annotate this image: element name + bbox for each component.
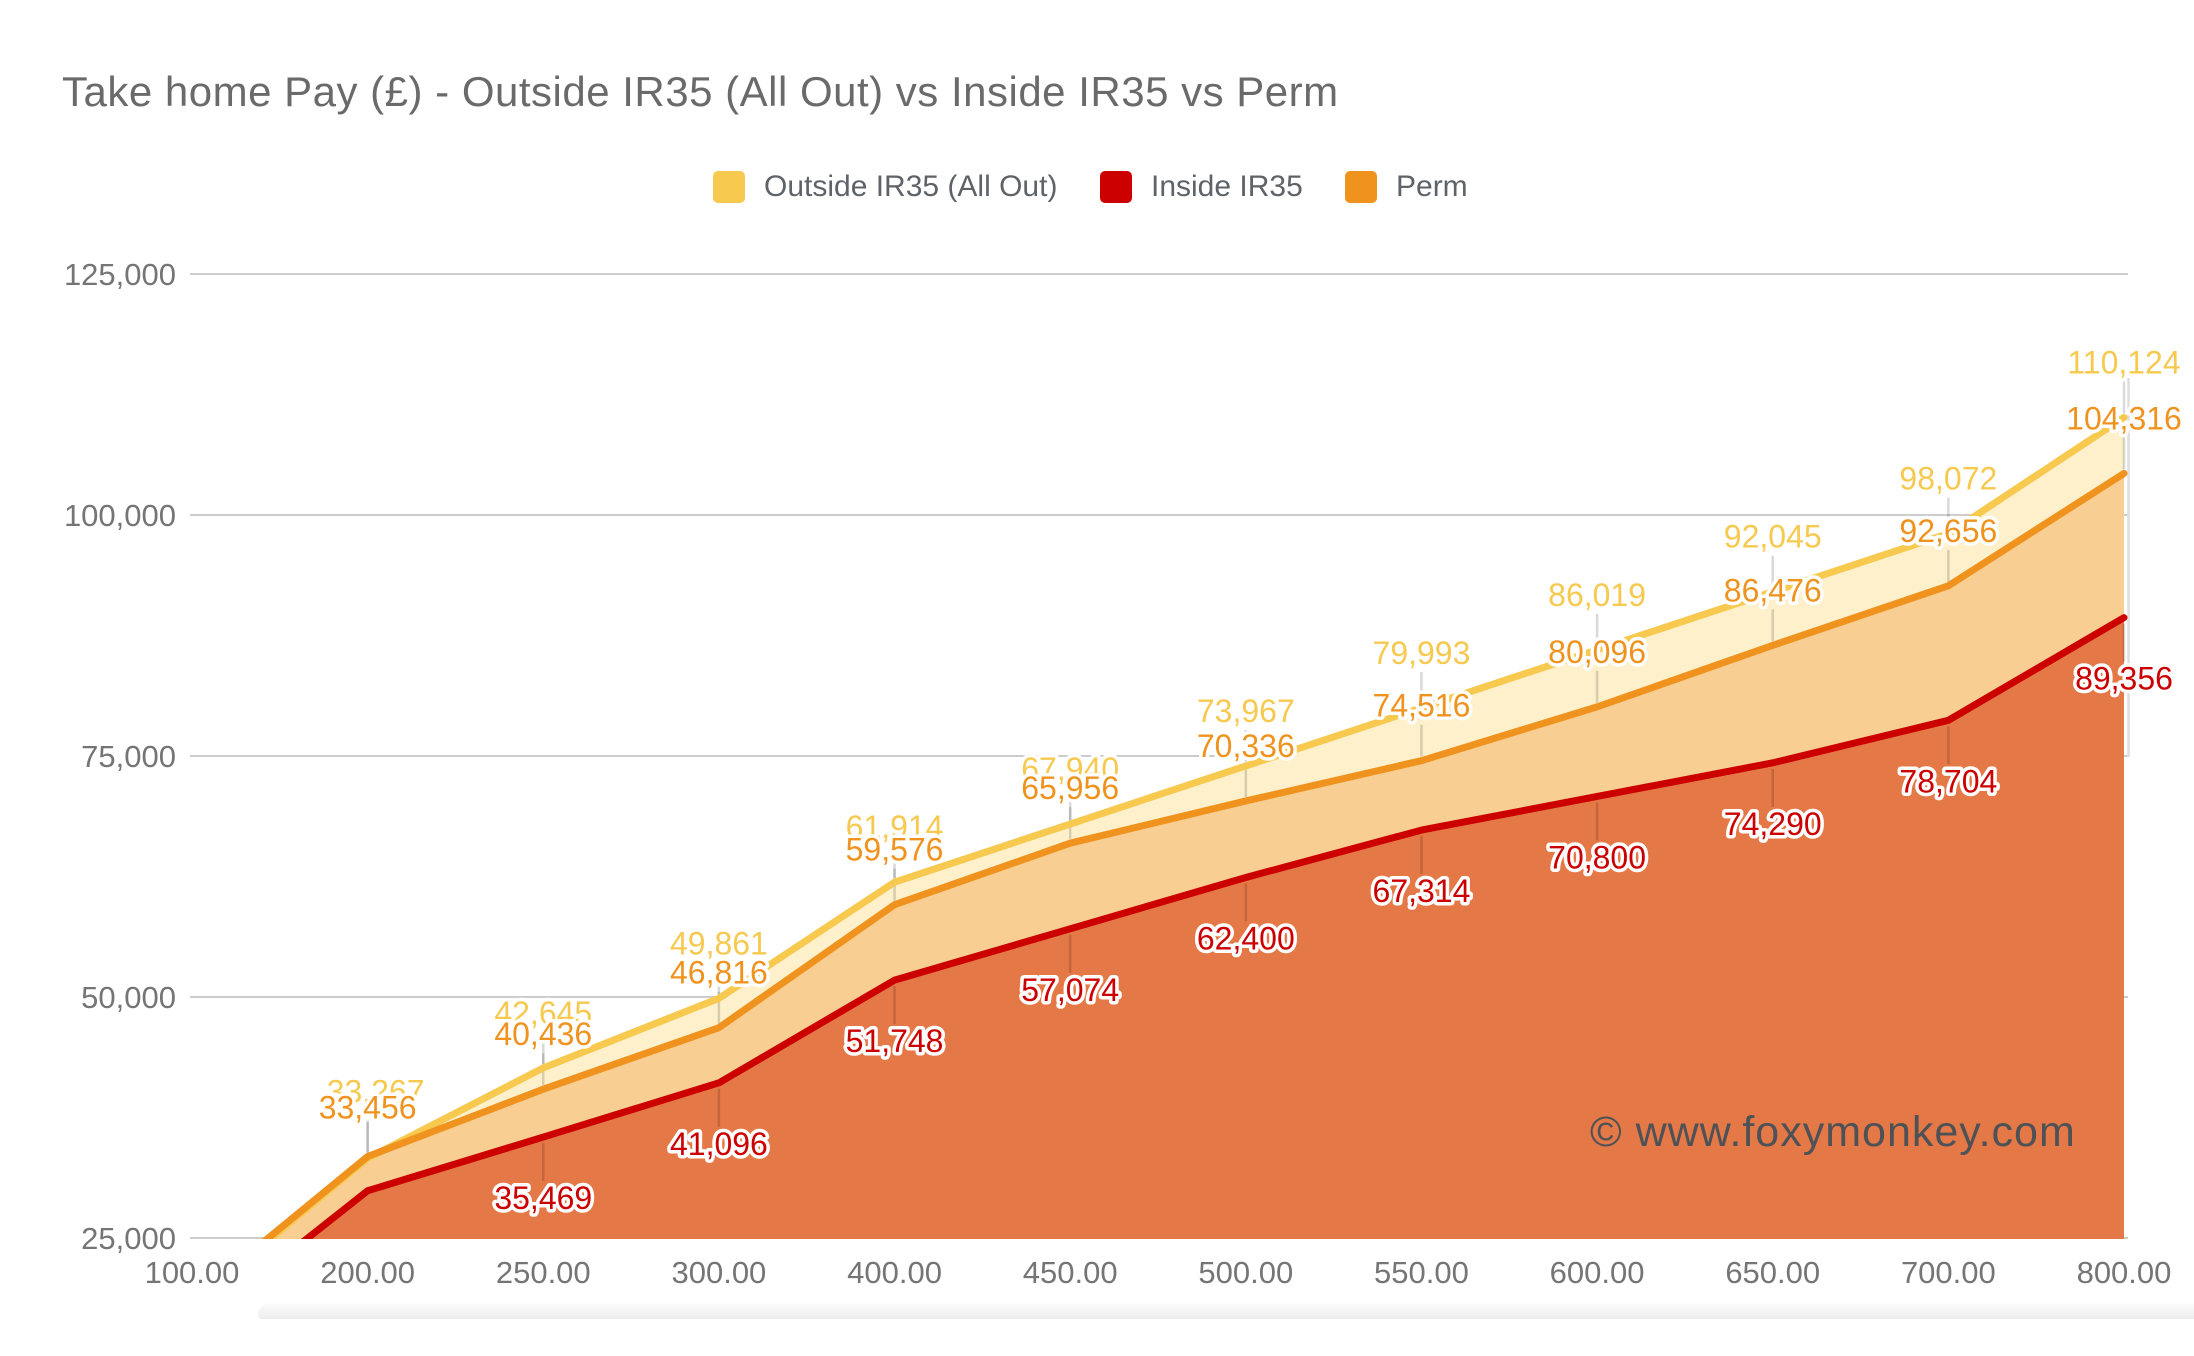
legend-swatch-outside-ir35-all-out [713, 171, 745, 203]
x-axis-tick-label: 250.00 [496, 1255, 591, 1290]
y-axis-tick-label: 50,000 [81, 980, 176, 1015]
outside-ir35-all-out-data-label: 86,019 [1548, 577, 1646, 613]
outside-ir35-all-out-data-label: 79,993 [1373, 635, 1471, 671]
x-axis-tick-label: 500.00 [1198, 1255, 1293, 1290]
outside-ir35-all-out-data-label: 61,914 [846, 809, 944, 845]
legend-item-inside-ir35: Inside IR35 [1100, 170, 1303, 204]
perm-data-label: 80,096 [1548, 634, 1646, 670]
y-axis-tick-label: 125,000 [64, 257, 176, 292]
legend-label: Perm [1396, 170, 1468, 203]
legend-label: Inside IR35 [1151, 170, 1303, 203]
outside-ir35-all-out-data-label: 67,940 [1021, 751, 1119, 787]
inside-ir35-data-label: 67,314 [1373, 873, 1471, 909]
perm-data-label: 46,816 [670, 955, 768, 991]
inside-ir35-data-label: 62,400 [1197, 920, 1295, 956]
outside-ir35-all-out-data-label: 33,267 [327, 1073, 425, 1109]
inside-ir35-data-label: 51,748 [846, 1023, 944, 1059]
perm-data-label: 86,476 [1724, 572, 1822, 608]
outside-ir35-all-out-data-label: 42,645 [494, 995, 592, 1031]
chart-title: Take home Pay (£) - Outside IR35 (All Ou… [62, 68, 1339, 115]
perm-data-label: 70,336 [1197, 728, 1295, 764]
x-axis-tick-label: 450.00 [1023, 1255, 1118, 1290]
bottom-edge-shadow [258, 1303, 2194, 1319]
inside-ir35-data-label: 41,096 [670, 1126, 768, 1162]
x-axis-tick-label: 600.00 [1550, 1255, 1645, 1290]
x-axis-tick-label: 400.00 [847, 1255, 942, 1290]
outside-ir35-all-out-line [264, 413, 2128, 1239]
legend-label: Outside IR35 (All Out) [764, 170, 1058, 203]
inside-ir35-data-label: 89,356 [2075, 661, 2173, 697]
x-axis-tick-label: 650.00 [1725, 1255, 1820, 1290]
perm-data-label: 65,956 [1021, 770, 1119, 806]
inside-ir35-line [300, 614, 2128, 1239]
inside-ir35-data-label: 57,074 [1021, 972, 1119, 1008]
perm-data-label: 59,576 [846, 832, 944, 868]
x-axis-tick-label: 550.00 [1374, 1255, 1469, 1290]
inside-ir35-data-label: 70,800 [1548, 839, 1646, 875]
perm-data-label: 33,456 [319, 1089, 417, 1125]
x-axis-tick-label: 700.00 [1901, 1255, 1996, 1290]
x-axis-tick-label: 200.00 [320, 1255, 415, 1290]
outside-ir35-all-out-data-label: 73,967 [1197, 693, 1295, 729]
perm-data-label: 92,656 [1899, 513, 1997, 549]
inside-ir35-data-label: 35,469 [494, 1180, 592, 1216]
outside-ir35-all-out-data-label: 92,045 [1724, 519, 1822, 555]
watermark: © www.foxymonkey.com [1590, 1108, 2076, 1156]
inside-ir35-area [306, 617, 2124, 1239]
perm-data-label: 40,436 [494, 1016, 592, 1052]
inside-ir35-data-label: 74,290 [1724, 806, 1822, 842]
legend-swatch-inside-ir35 [1100, 171, 1132, 203]
outside-ir35-all-out-data-label: 110,124 [2067, 344, 2180, 380]
y-axis-tick-label: 75,000 [81, 739, 176, 774]
x-axis-tick-label: 100.00 [145, 1255, 240, 1290]
perm-data-label: 104,316 [2066, 400, 2182, 436]
perm-line [261, 469, 2128, 1239]
legend-item-outside-ir35-all-out: Outside IR35 (All Out) [713, 170, 1057, 204]
legend: Outside IR35 (All Out) Inside IR35 Perm [0, 170, 2194, 210]
inside-ir35-data-label: 78,704 [1899, 763, 1997, 799]
outside-ir35-all-out-data-label: 49,861 [670, 925, 768, 961]
outside-ir35-all-out-data-label: 98,072 [1899, 461, 1997, 497]
x-axis-tick-label: 800.00 [2077, 1255, 2172, 1290]
legend-item-perm: Perm [1345, 170, 1468, 204]
y-axis-tick-label: 100,000 [64, 498, 176, 533]
legend-swatch-perm [1345, 171, 1377, 203]
y-axis-tick-label: 25,000 [81, 1221, 176, 1256]
perm-data-label: 74,516 [1373, 688, 1471, 724]
x-axis-tick-label: 300.00 [671, 1255, 766, 1290]
